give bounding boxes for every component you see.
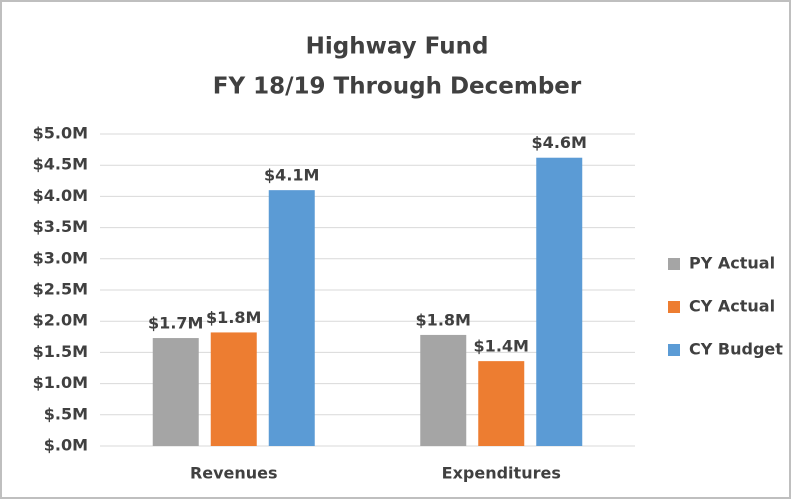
y-tick-label: $4.5M bbox=[33, 155, 88, 174]
y-tick-label: $2.5M bbox=[33, 280, 88, 299]
data-label: $1.8M bbox=[416, 310, 471, 329]
chart-title: Highway Fund bbox=[306, 34, 489, 60]
chart-subtitle: FY 18/19 Through December bbox=[213, 74, 582, 100]
bar bbox=[420, 334, 467, 446]
legend-swatch bbox=[668, 258, 680, 270]
bar bbox=[268, 190, 315, 446]
data-label: $4.1M bbox=[264, 166, 319, 185]
legend-swatch bbox=[668, 301, 680, 313]
legend-label: CY Budget bbox=[689, 340, 783, 359]
x-tick-label: Expenditures bbox=[442, 464, 561, 483]
legend-label: PY Actual bbox=[689, 254, 775, 273]
x-tick-label: Revenues bbox=[190, 464, 278, 483]
data-label: $1.4M bbox=[474, 337, 529, 356]
bar bbox=[478, 361, 525, 446]
data-label: $1.7M bbox=[148, 314, 203, 333]
bar bbox=[210, 332, 257, 446]
y-tick-label: $5.0M bbox=[33, 124, 88, 143]
y-tick-label: $4.0M bbox=[33, 186, 88, 205]
y-tick-label: $1.0M bbox=[33, 373, 88, 392]
y-tick-label: $3.5M bbox=[33, 217, 88, 236]
y-tick-label: $.0M bbox=[44, 436, 88, 455]
y-tick-label: $1.5M bbox=[33, 342, 88, 361]
data-label: $4.6M bbox=[532, 133, 587, 152]
bar bbox=[536, 157, 583, 446]
y-tick-label: $2.0M bbox=[33, 311, 88, 330]
data-label: $1.8M bbox=[206, 308, 261, 327]
y-tick-label: $3.0M bbox=[33, 248, 88, 267]
bar bbox=[152, 338, 199, 446]
legend-label: CY Actual bbox=[689, 297, 775, 316]
y-tick-label: $.5M bbox=[44, 404, 88, 423]
legend-swatch bbox=[668, 344, 680, 356]
